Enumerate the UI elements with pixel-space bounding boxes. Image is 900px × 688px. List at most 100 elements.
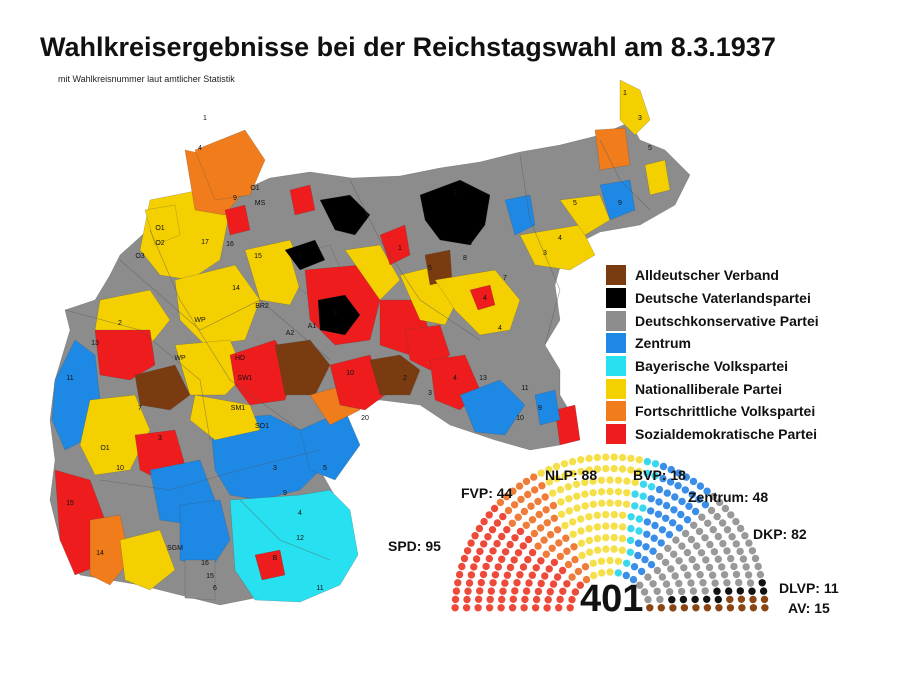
seat-dkp [723, 579, 731, 587]
seat-spd [480, 540, 488, 548]
seat-nlp [586, 548, 594, 556]
seat-dkp [745, 539, 753, 547]
seat-nlp [569, 530, 577, 538]
seat-zentrum [643, 518, 651, 526]
seat-spd [454, 579, 462, 587]
seat-spd [497, 604, 505, 612]
seat-nlp [569, 518, 577, 526]
seat-nlp [585, 513, 593, 521]
seat-dlvp [703, 595, 711, 603]
seat-spd [498, 532, 506, 541]
seat-dlvp [725, 587, 733, 595]
seat-spd [462, 604, 471, 612]
seat-spd [566, 604, 574, 612]
seat-dkp [718, 563, 726, 571]
seat-label-fvp: FVP: 44 [461, 485, 513, 501]
map-regions [49, 79, 691, 606]
seat-spd [516, 571, 524, 579]
seat-spd [534, 587, 543, 596]
seat-dkp [704, 519, 712, 527]
district-label: 9 [618, 200, 622, 207]
seat-spd [485, 604, 494, 612]
seat-dlvp [736, 587, 744, 595]
seat-dkp [664, 544, 672, 552]
seat-spd [472, 555, 481, 563]
seat-bvp [635, 527, 643, 535]
map-subtitle: mit Wahlkreisnummer laut amtlicher Stati… [58, 74, 235, 84]
seat-bvp [631, 490, 639, 498]
seat-dkp [709, 526, 717, 534]
district-label: MS [255, 200, 266, 207]
seat-av [646, 604, 654, 612]
seat-av [715, 604, 723, 612]
seat-nlp [561, 472, 569, 480]
seat-bvp [639, 480, 648, 488]
seat-bvp [643, 457, 652, 466]
seat-nlp [557, 498, 565, 506]
district-label: 17 [201, 239, 209, 246]
seat-spd [479, 570, 488, 579]
seat-dkp [720, 571, 729, 579]
seat-zentrum [655, 498, 663, 506]
seat-dkp [713, 512, 721, 521]
seat-spd [556, 595, 564, 604]
district-label: 16 [226, 241, 234, 248]
seat-spd [537, 557, 545, 565]
seat-spd [503, 571, 512, 579]
seat-av [669, 604, 677, 612]
seat-zentrum [674, 482, 682, 490]
seat-nlp [589, 500, 598, 508]
seat-nlp [618, 534, 627, 543]
seat-nlp [585, 524, 593, 533]
seat-nlp [610, 510, 618, 519]
seat-spd [463, 547, 472, 555]
seat-spd [488, 526, 497, 534]
seat-spd [545, 565, 553, 573]
district-label: 15 [66, 500, 74, 507]
seat-spd [470, 563, 478, 571]
seat-fvp [581, 563, 590, 571]
seat-dlvp [758, 579, 766, 587]
seat-dkp [739, 555, 748, 563]
seat-spd [516, 527, 525, 536]
district-label: 4 [558, 235, 562, 242]
seat-spd [463, 595, 471, 604]
seat-dkp [695, 527, 704, 536]
seat-dkp [756, 570, 765, 579]
seat-dkp [748, 547, 757, 555]
seat-nlp [614, 499, 622, 507]
seat-nlp [589, 559, 597, 567]
seat-spd [452, 587, 461, 595]
seat-spd [524, 555, 532, 564]
seat-spd [491, 571, 500, 579]
seat-nlp [606, 499, 614, 507]
seat-spd [490, 504, 499, 513]
seat-label-dlvp: DLVP: 11 [779, 580, 839, 596]
seat-spd [559, 587, 567, 595]
total-seats: 401 [580, 578, 644, 620]
seat-dkp [719, 539, 727, 548]
seat-dkp [714, 555, 722, 563]
seat-zentrum [654, 510, 663, 518]
seat-nlp [577, 539, 586, 547]
district-label: 15 [206, 573, 214, 580]
district-label: 5 [648, 145, 652, 152]
district-label: 3 [453, 190, 457, 197]
map-title: Wahlkreisergebnisse bei der Reichstagswa… [40, 32, 776, 62]
seat-fvp [522, 477, 531, 486]
seat-nlp [635, 467, 643, 476]
seat-dkp [727, 511, 735, 519]
seat-dlvp [748, 587, 756, 595]
seat-nlp [631, 478, 639, 487]
district-label: SGM [167, 545, 183, 552]
district-label: 5 [323, 465, 327, 472]
seat-spd [532, 595, 541, 604]
seat-nlp [597, 476, 606, 484]
seat-spd [451, 595, 460, 604]
seat-zentrum [665, 530, 674, 539]
seat-nlp [565, 507, 573, 515]
seat-spd [482, 562, 490, 571]
seat-spd [501, 579, 509, 587]
seat-av [726, 595, 734, 604]
seat-nlp [618, 546, 626, 554]
